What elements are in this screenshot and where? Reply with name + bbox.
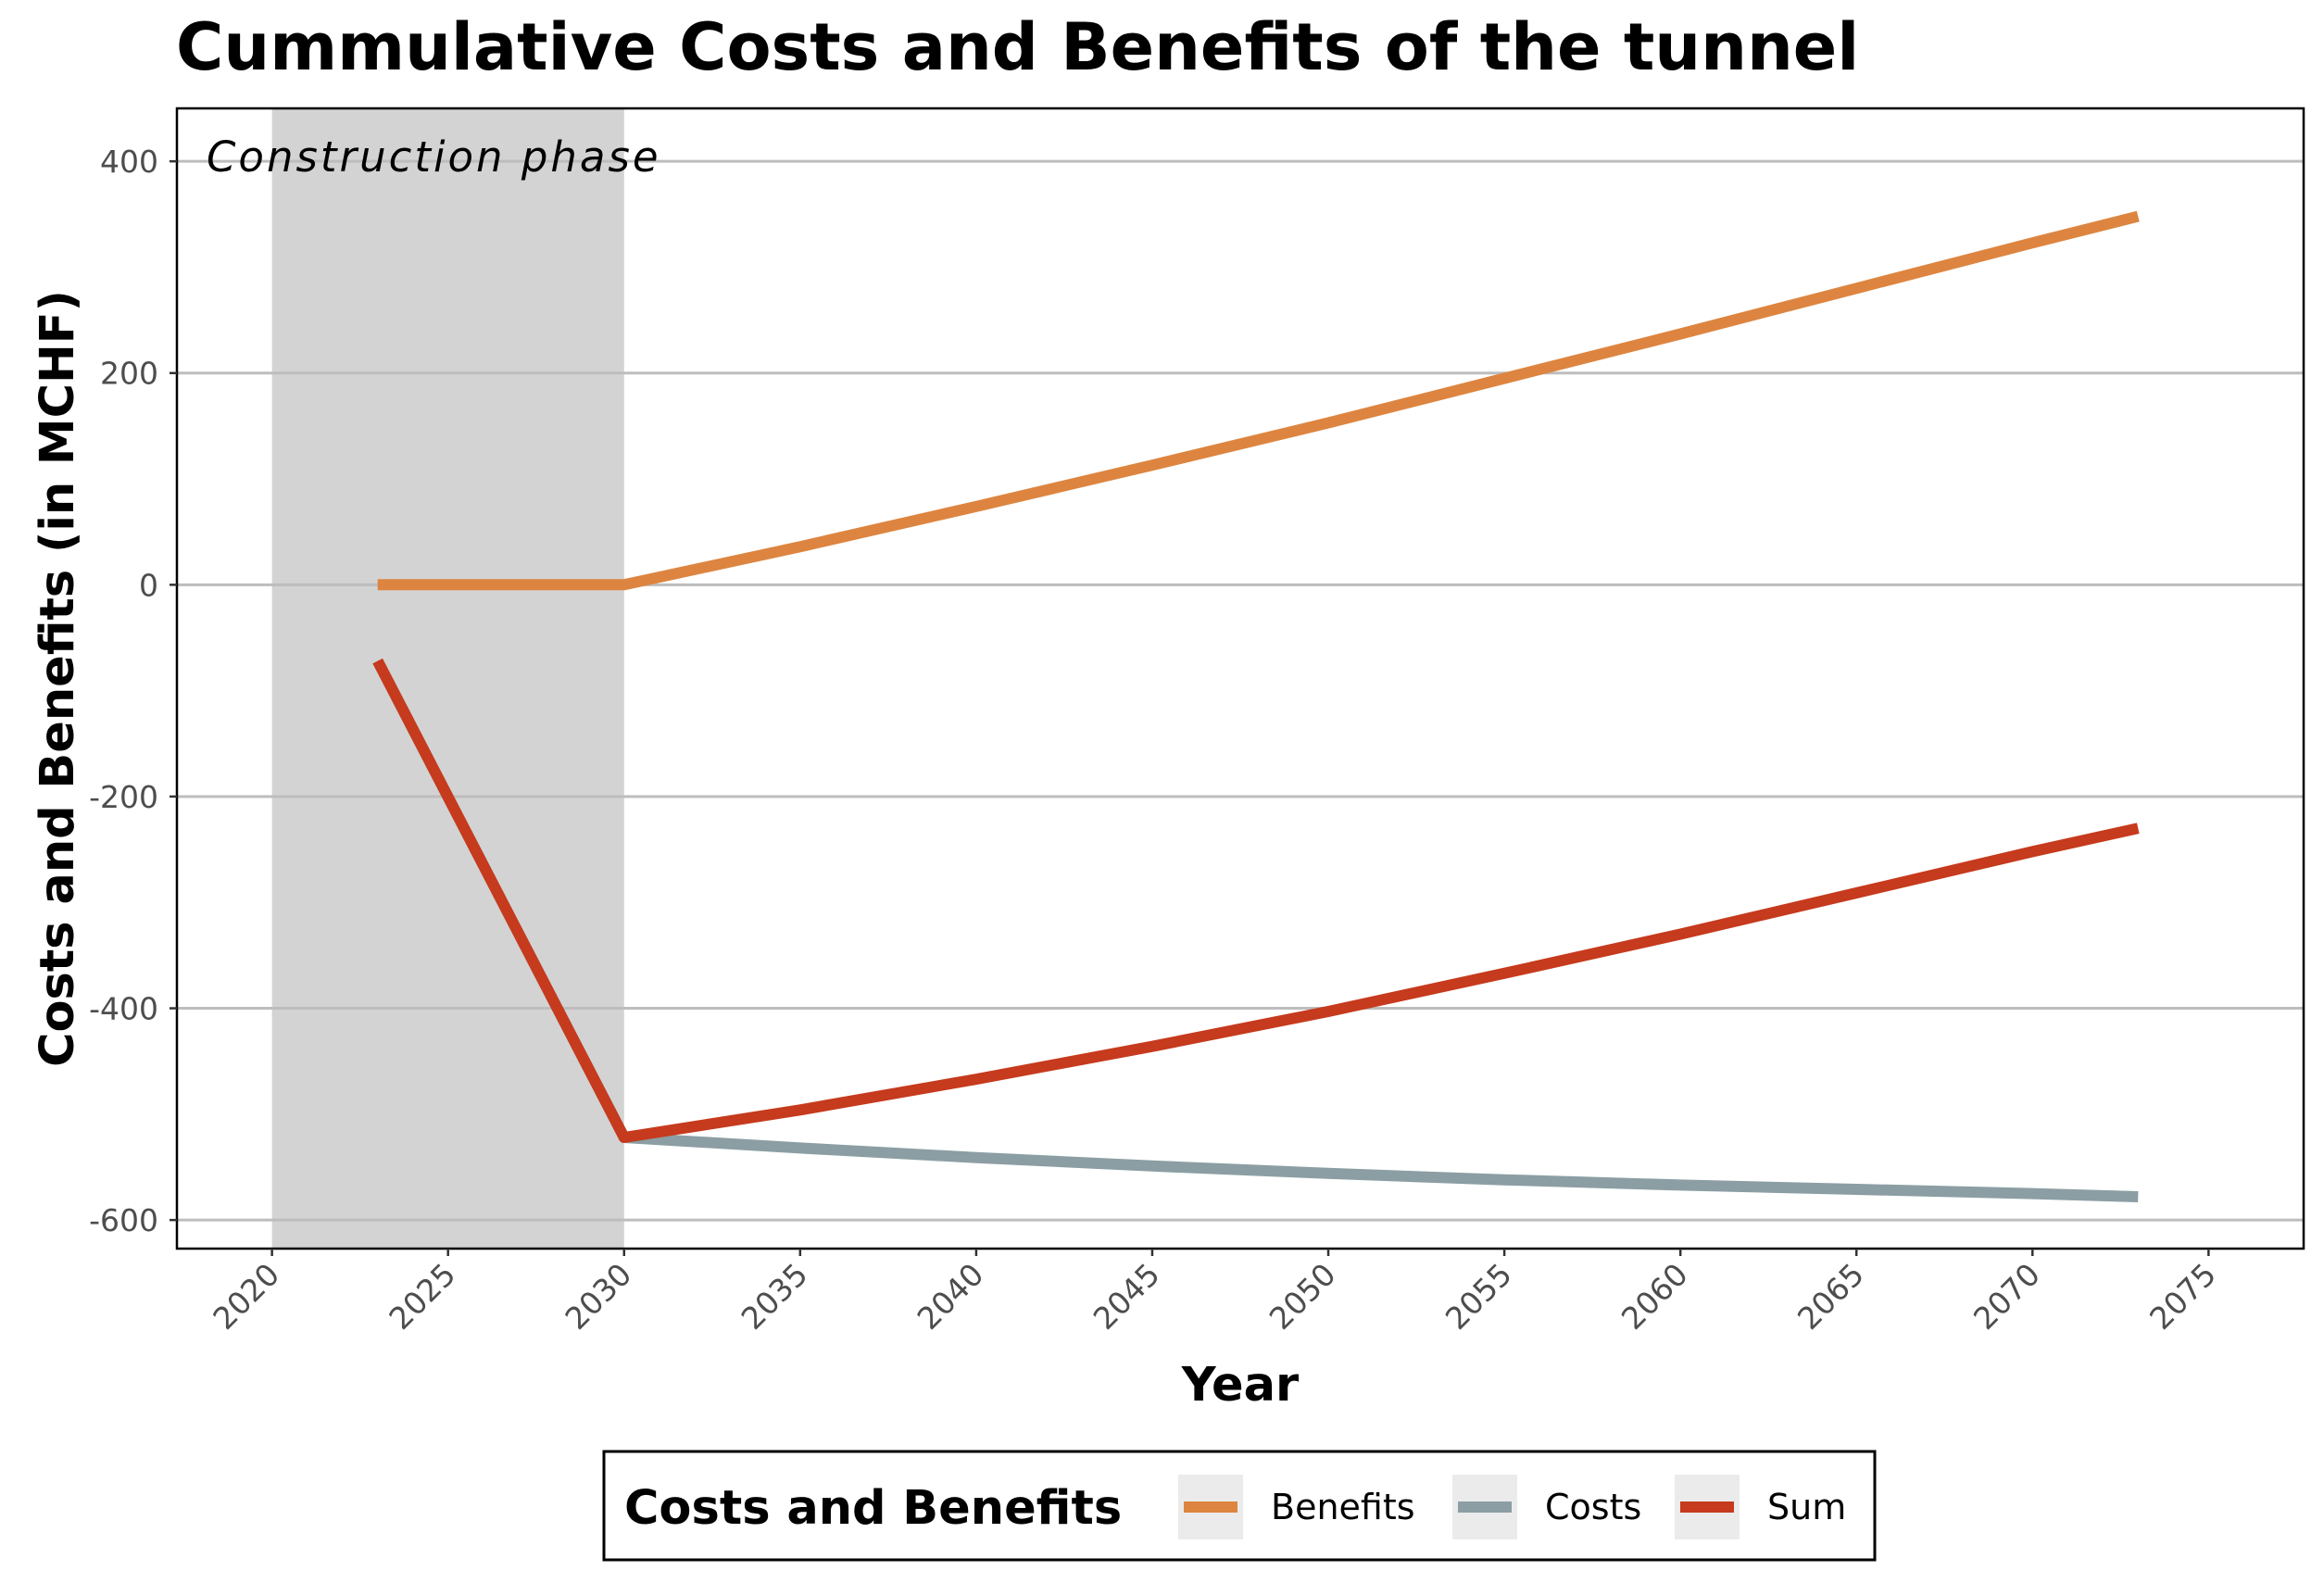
plot-border	[175, 107, 2305, 1250]
legend-label-costs: Costs	[1545, 1487, 1641, 1527]
construction-phase-label: Construction phase	[207, 132, 661, 182]
x-tick-label: 2030	[558, 1256, 638, 1337]
x-tick-label: 2055	[1438, 1256, 1519, 1337]
construction-phase-region	[271, 108, 624, 1249]
y-tick-label: -400	[89, 991, 158, 1027]
series-line-benefits	[377, 210, 2140, 591]
x-tick-label: 2020	[206, 1256, 286, 1337]
x-tick-label: 2035	[735, 1256, 815, 1337]
legend-title: Costs and Benefits	[624, 1481, 1122, 1536]
y-axis-title: Costs and Benefits (in MCHF)	[31, 290, 85, 1067]
legend-items: Benefits Costs Sum	[1178, 1475, 1846, 1539]
plot-area: Construction phase -600 -400 -200 0 200 400 202…	[89, 107, 2305, 1337]
legend: Costs and Benefits Benefits Costs Sum	[602, 1450, 1877, 1562]
x-tick-label: 2065	[1790, 1256, 1871, 1337]
y-tick-label: -200	[89, 779, 158, 815]
series-line-costs	[372, 658, 2139, 1202]
x-tick-label: 2040	[911, 1256, 991, 1337]
x-tick-label: 2025	[382, 1256, 462, 1337]
chart-title: Cummulative Costs and Benefits of the tu…	[176, 9, 1859, 85]
legend-label-sum: Sum	[1767, 1487, 1846, 1527]
x-tick-label: 2070	[1966, 1256, 2047, 1337]
x-axis-title: Year	[1181, 1358, 1299, 1413]
y-tick-label: -600	[89, 1202, 158, 1238]
y-tick-label: 0	[139, 567, 158, 603]
x-tick-label: 2050	[1262, 1256, 1343, 1337]
x-tick-label: 2045	[1087, 1256, 1167, 1337]
x-tick-label: 2060	[1614, 1256, 1695, 1337]
legend-label-benefits: Benefits	[1271, 1487, 1415, 1527]
x-tick-label: 2075	[2142, 1256, 2223, 1337]
series-line-sum	[372, 658, 2140, 1143]
y-tick-label: 400	[100, 144, 158, 180]
y-tick-label: 200	[100, 356, 158, 392]
